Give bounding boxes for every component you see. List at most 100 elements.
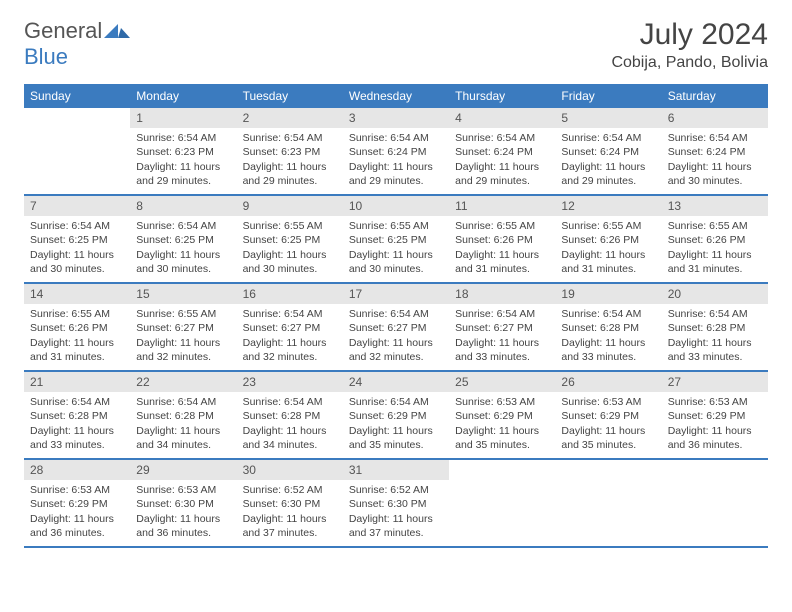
- day-line: Daylight: 11 hours and 34 minutes.: [136, 424, 230, 452]
- day-line: Daylight: 11 hours and 30 minutes.: [243, 248, 337, 276]
- day-number: [662, 460, 768, 480]
- day-cell: [24, 108, 130, 194]
- day-number: 11: [449, 196, 555, 216]
- day-line: Sunrise: 6:55 AM: [561, 219, 655, 233]
- day-number: 26: [555, 372, 661, 392]
- week-row: 21Sunrise: 6:54 AMSunset: 6:28 PMDayligh…: [24, 372, 768, 460]
- day-line: Daylight: 11 hours and 30 minutes.: [349, 248, 443, 276]
- day-cell: 15Sunrise: 6:55 AMSunset: 6:27 PMDayligh…: [130, 284, 236, 370]
- day-line: Sunset: 6:29 PM: [561, 409, 655, 423]
- day-line: Daylight: 11 hours and 37 minutes.: [243, 512, 337, 540]
- day-line: Sunset: 6:26 PM: [668, 233, 762, 247]
- day-body: Sunrise: 6:55 AMSunset: 6:27 PMDaylight:…: [130, 304, 236, 369]
- day-line: Daylight: 11 hours and 33 minutes.: [30, 424, 124, 452]
- day-number: 25: [449, 372, 555, 392]
- weekday-header: Friday: [555, 84, 661, 108]
- day-number: 6: [662, 108, 768, 128]
- day-body: Sunrise: 6:53 AMSunset: 6:29 PMDaylight:…: [662, 392, 768, 457]
- day-line: Daylight: 11 hours and 34 minutes.: [243, 424, 337, 452]
- day-line: Daylight: 11 hours and 33 minutes.: [455, 336, 549, 364]
- day-line: Sunset: 6:25 PM: [349, 233, 443, 247]
- week-row: 1Sunrise: 6:54 AMSunset: 6:23 PMDaylight…: [24, 108, 768, 196]
- day-cell: 17Sunrise: 6:54 AMSunset: 6:27 PMDayligh…: [343, 284, 449, 370]
- day-line: Sunrise: 6:54 AM: [243, 395, 337, 409]
- day-number: 8: [130, 196, 236, 216]
- day-line: Sunset: 6:23 PM: [136, 145, 230, 159]
- day-line: Sunrise: 6:55 AM: [30, 307, 124, 321]
- day-line: Daylight: 11 hours and 31 minutes.: [455, 248, 549, 276]
- day-cell: 26Sunrise: 6:53 AMSunset: 6:29 PMDayligh…: [555, 372, 661, 458]
- weekday-header: Thursday: [449, 84, 555, 108]
- day-cell: [662, 460, 768, 546]
- day-cell: 30Sunrise: 6:52 AMSunset: 6:30 PMDayligh…: [237, 460, 343, 546]
- day-line: Sunset: 6:29 PM: [455, 409, 549, 423]
- day-number: 10: [343, 196, 449, 216]
- day-line: Daylight: 11 hours and 31 minutes.: [30, 336, 124, 364]
- day-line: Sunrise: 6:54 AM: [455, 131, 549, 145]
- day-cell: 4Sunrise: 6:54 AMSunset: 6:24 PMDaylight…: [449, 108, 555, 194]
- day-body: [555, 480, 661, 488]
- day-line: Sunset: 6:29 PM: [668, 409, 762, 423]
- day-number: 28: [24, 460, 130, 480]
- day-line: Daylight: 11 hours and 30 minutes.: [136, 248, 230, 276]
- calendar: SundayMondayTuesdayWednesdayThursdayFrid…: [24, 84, 768, 548]
- day-line: Sunrise: 6:54 AM: [668, 307, 762, 321]
- day-line: Daylight: 11 hours and 36 minutes.: [136, 512, 230, 540]
- day-cell: 25 Sunrise: 6:53 AMSunset: 6:29 PMDayligh…: [449, 372, 555, 458]
- day-number: 9: [237, 196, 343, 216]
- day-line: Sunset: 6:27 PM: [455, 321, 549, 335]
- location: Cobija, Pando, Bolivia: [611, 54, 768, 72]
- day-line: Sunrise: 6:55 AM: [136, 307, 230, 321]
- day-cell: [555, 460, 661, 546]
- day-line: Sunrise: 6:55 AM: [243, 219, 337, 233]
- day-cell: 31Sunrise: 6:52 AMSunset: 6:30 PMDayligh…: [343, 460, 449, 546]
- day-cell: 13Sunrise: 6:55 AMSunset: 6:26 PMDayligh…: [662, 196, 768, 282]
- day-body: Sunrise: 6:54 AMSunset: 6:28 PMDaylight:…: [24, 392, 130, 457]
- day-number: 16: [237, 284, 343, 304]
- day-number: 20: [662, 284, 768, 304]
- day-cell: 28Sunrise: 6:53 AMSunset: 6:29 PMDayligh…: [24, 460, 130, 546]
- day-line: Sunrise: 6:55 AM: [349, 219, 443, 233]
- day-line: Sunrise: 6:54 AM: [30, 395, 124, 409]
- day-cell: 18Sunrise: 6:54 AMSunset: 6:27 PMDayligh…: [449, 284, 555, 370]
- day-line: Sunrise: 6:54 AM: [668, 131, 762, 145]
- day-cell: 6Sunrise: 6:54 AMSunset: 6:24 PMDaylight…: [662, 108, 768, 194]
- day-line: Daylight: 11 hours and 29 minutes.: [136, 160, 230, 188]
- day-body: Sunrise: 6:54 AMSunset: 6:27 PMDaylight:…: [237, 304, 343, 369]
- day-line: Sunrise: 6:53 AM: [561, 395, 655, 409]
- day-cell: 7Sunrise: 6:54 AMSunset: 6:25 PMDaylight…: [24, 196, 130, 282]
- day-body: Sunrise: 6:55 AMSunset: 6:25 PMDaylight:…: [237, 216, 343, 281]
- day-line: Sunrise: 6:54 AM: [349, 395, 443, 409]
- day-line: Daylight: 11 hours and 35 minutes.: [455, 424, 549, 452]
- day-cell: 29Sunrise: 6:53 AMSunset: 6:30 PMDayligh…: [130, 460, 236, 546]
- day-body: Sunrise: 6:54 AMSunset: 6:24 PMDaylight:…: [449, 128, 555, 193]
- day-number: 4: [449, 108, 555, 128]
- day-line: Sunset: 6:28 PM: [668, 321, 762, 335]
- day-number: 27: [662, 372, 768, 392]
- day-line: Daylight: 11 hours and 33 minutes.: [561, 336, 655, 364]
- week-row: 14Sunrise: 6:55 AMSunset: 6:26 PMDayligh…: [24, 284, 768, 372]
- day-line: Daylight: 11 hours and 29 minutes.: [243, 160, 337, 188]
- day-line: Sunset: 6:30 PM: [136, 497, 230, 511]
- weekday-header: Sunday: [24, 84, 130, 108]
- day-line: Sunrise: 6:54 AM: [136, 219, 230, 233]
- day-line: Sunrise: 6:54 AM: [136, 395, 230, 409]
- day-body: Sunrise: 6:54 AMSunset: 6:23 PMDaylight:…: [237, 128, 343, 193]
- month-title: July 2024: [611, 18, 768, 52]
- day-body: Sunrise: 6:54 AMSunset: 6:23 PMDaylight:…: [130, 128, 236, 193]
- day-number: 12: [555, 196, 661, 216]
- day-number: 30: [237, 460, 343, 480]
- day-cell: 20Sunrise: 6:54 AMSunset: 6:28 PMDayligh…: [662, 284, 768, 370]
- day-line: Sunset: 6:28 PM: [561, 321, 655, 335]
- day-number: 2: [237, 108, 343, 128]
- day-body: Sunrise: 6:53 AMSunset: 6:29 PMDaylight:…: [555, 392, 661, 457]
- day-body: Sunrise: 6:54 AMSunset: 6:24 PMDaylight:…: [662, 128, 768, 193]
- logo-text-general: General: [24, 18, 102, 43]
- day-line: Daylight: 11 hours and 32 minutes.: [349, 336, 443, 364]
- day-line: Daylight: 11 hours and 29 minutes.: [561, 160, 655, 188]
- day-line: Sunrise: 6:54 AM: [455, 307, 549, 321]
- day-line: Sunrise: 6:54 AM: [561, 307, 655, 321]
- day-body: Sunrise: 6:55 AMSunset: 6:26 PMDaylight:…: [555, 216, 661, 281]
- day-line: Sunrise: 6:53 AM: [455, 395, 549, 409]
- day-number: 29: [130, 460, 236, 480]
